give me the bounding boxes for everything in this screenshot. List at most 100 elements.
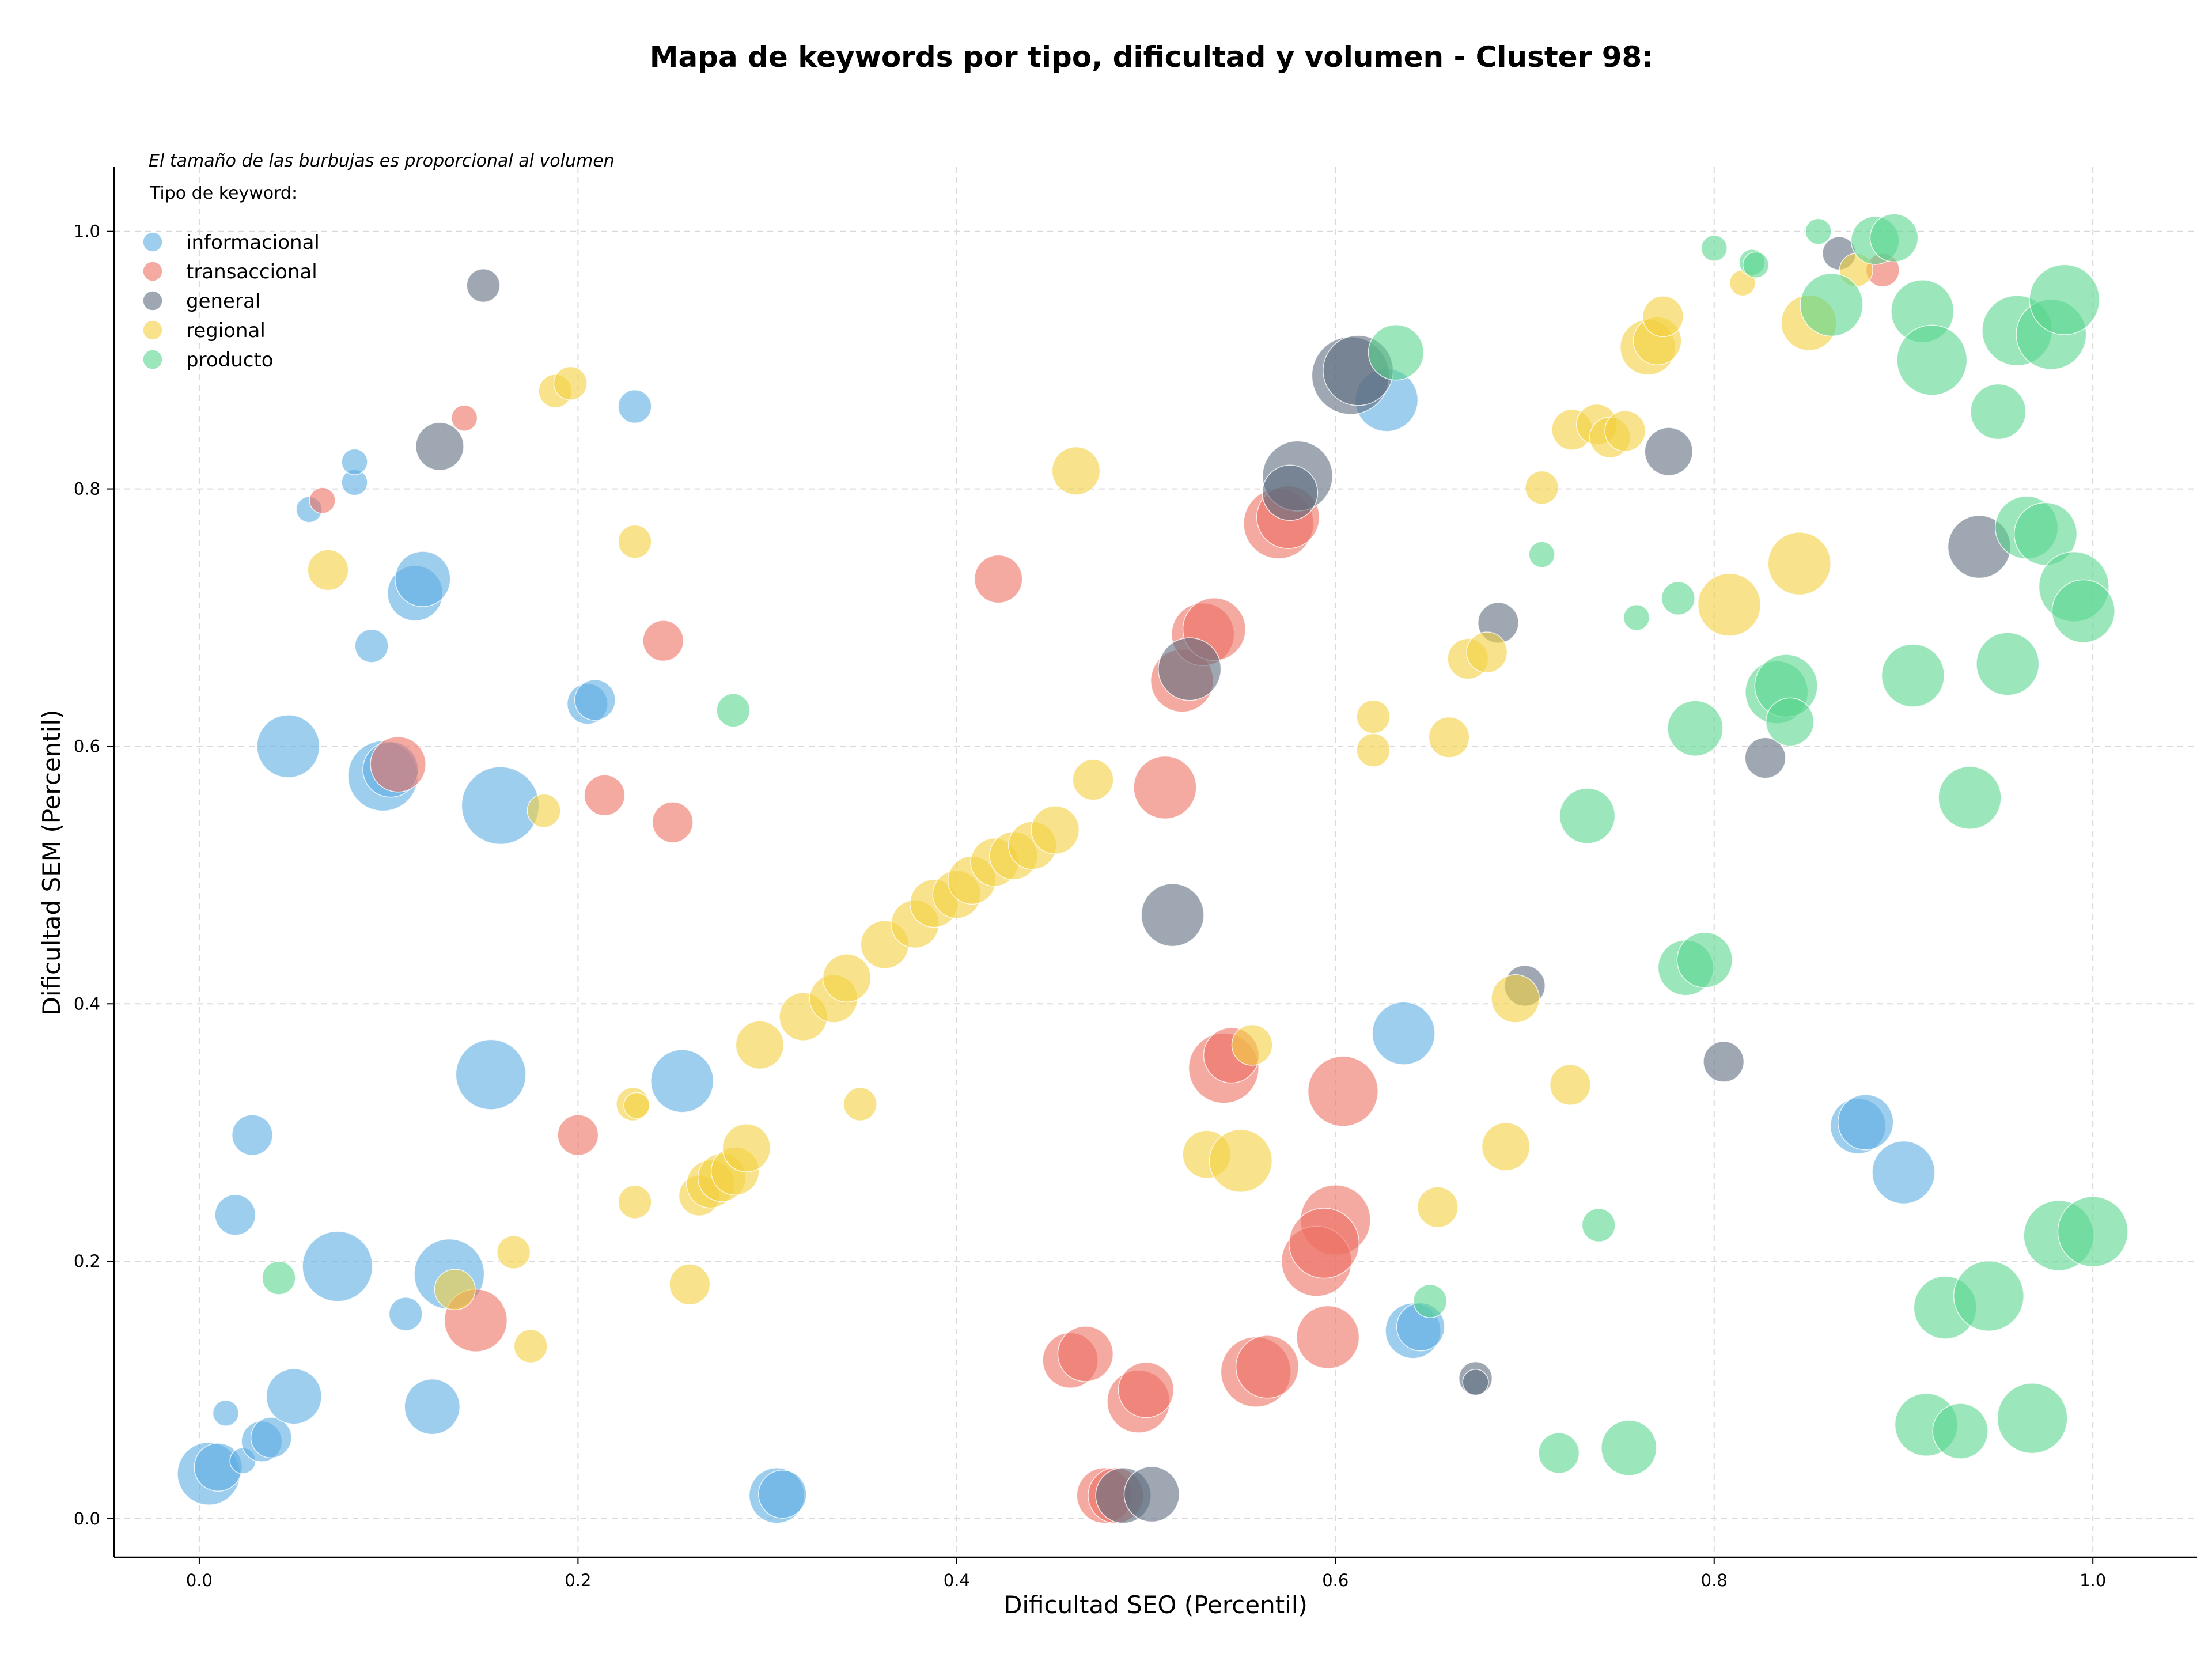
bubble-point (262, 1261, 296, 1295)
bubble-point (266, 1368, 323, 1425)
bubble-point (735, 1020, 785, 1070)
bubble-point (1744, 737, 1786, 779)
bubble-point (1800, 273, 1863, 337)
bubble-point (1697, 573, 1762, 637)
bubble-point (1953, 1260, 2024, 1331)
bubble-point (1525, 470, 1559, 505)
y-tick-label: 0.4 (74, 994, 100, 1013)
bubble-point (1158, 637, 1222, 701)
bubble-point (395, 551, 451, 607)
x-tick-label: 1.0 (2080, 1571, 2106, 1590)
bubble-point (1356, 733, 1391, 767)
bubble-point (1881, 644, 1945, 707)
bubble-point (1932, 1403, 1988, 1459)
legend-item-general: general (142, 290, 260, 313)
bubble-point (1976, 632, 2040, 696)
legend-marker (142, 349, 163, 370)
bubble-point (1805, 218, 1832, 245)
bubble-point (466, 268, 501, 303)
legend-note: El tamaño de las burbujas es proporciona… (149, 151, 615, 171)
bubble-point (843, 1087, 877, 1122)
legend-marker (142, 320, 163, 340)
bubble-point (1581, 1208, 1616, 1243)
bubble-point (307, 549, 349, 591)
series-producto (262, 213, 2128, 1476)
bubble-point (1072, 759, 1114, 801)
legend-item-regional: regional (142, 319, 266, 342)
bubble-point (1466, 631, 1508, 674)
bubble-point (455, 1039, 527, 1110)
legend: El tamaño de las burbujas es proporciona… (142, 151, 615, 372)
bubble-point (553, 366, 588, 400)
legend-item-informacional: informacional (142, 231, 320, 254)
y-tick-label: 0.6 (74, 736, 100, 756)
bubble-point (1896, 324, 1968, 396)
bubble-point (1644, 427, 1694, 476)
bubble-point (354, 629, 389, 663)
bubble-point (1601, 1420, 1657, 1476)
bubble-point (1997, 1383, 2068, 1454)
axes: 0.0 0.2 0.4 0.6 0.8 1.0 0.0 0.2 0.4 0.6 0.8 1.0 (74, 167, 2197, 1590)
bubble-point (1642, 296, 1684, 338)
bubble-point (618, 1185, 652, 1219)
bubble-point (1549, 1064, 1591, 1106)
bubble-point (1767, 532, 1831, 596)
legend-marker (142, 232, 163, 252)
bubble-point (1676, 932, 1733, 989)
legend-item-transaccional: transaccional (142, 260, 317, 283)
legend-label: transaccional (186, 260, 317, 283)
plot-area (177, 213, 2128, 1524)
x-tick-label: 0.0 (186, 1571, 213, 1590)
bubble-point (623, 1092, 650, 1119)
bubble-point (758, 1470, 807, 1519)
bubble-point (1057, 1326, 1114, 1382)
series-transaccional (309, 253, 1900, 1524)
bubble-point (1623, 604, 1650, 631)
bubble-point (2057, 1196, 2128, 1267)
bubble-point (1837, 1094, 1894, 1151)
bubble-point (1209, 1129, 1273, 1193)
bubble-point (1559, 788, 1616, 844)
bubble-point (1368, 324, 1425, 381)
bubble-point (1765, 697, 1815, 747)
bubble-point (557, 1114, 599, 1156)
bubble-point (1118, 1361, 1175, 1418)
bubble-point (722, 1123, 771, 1172)
bubble-point (1872, 1140, 1936, 1205)
bubble-point (1869, 213, 1919, 263)
bubble-point (642, 620, 684, 662)
bubble-point (256, 714, 320, 778)
bubble-point (652, 801, 694, 843)
x-axis-label: Dificultad SEO (Percentil) (1003, 1591, 1308, 1619)
bubble-point (1372, 1001, 1435, 1065)
bubble-point (584, 774, 626, 816)
y-tick-label: 0.8 (74, 479, 100, 499)
bubble-point (1703, 1041, 1745, 1083)
bubble-point (1428, 716, 1470, 758)
bubble-point (1700, 234, 1728, 262)
bubble-point (650, 1049, 714, 1113)
bubble-point (1667, 700, 1724, 756)
bubble-point (404, 1378, 461, 1435)
bubble-point (513, 1329, 548, 1364)
bubble-point (974, 554, 1023, 604)
y-axis-label: Dificultad SEM (Percentil) (37, 710, 66, 1016)
bubble-point (1491, 974, 1540, 1023)
y-tick-label: 0.2 (74, 1251, 100, 1271)
y-tick-label: 0.0 (74, 1509, 100, 1528)
bubble-point (1307, 1055, 1378, 1127)
legend-label: general (186, 290, 260, 313)
bubble-point (232, 1114, 273, 1156)
bubble-point (1235, 1335, 1300, 1399)
bubble-point (1289, 1208, 1360, 1279)
bubble-point (1031, 805, 1080, 854)
bubble-point (1141, 883, 1205, 947)
bubble-point (250, 1417, 292, 1459)
bubble-point (1462, 1368, 1489, 1396)
legend-label: informacional (186, 231, 320, 254)
bubble-point (1296, 1305, 1360, 1369)
bubble-point (2029, 264, 2100, 335)
legend-marker (142, 290, 163, 311)
chart-title: Mapa de keywords por tipo, dificultad y … (650, 40, 1654, 74)
